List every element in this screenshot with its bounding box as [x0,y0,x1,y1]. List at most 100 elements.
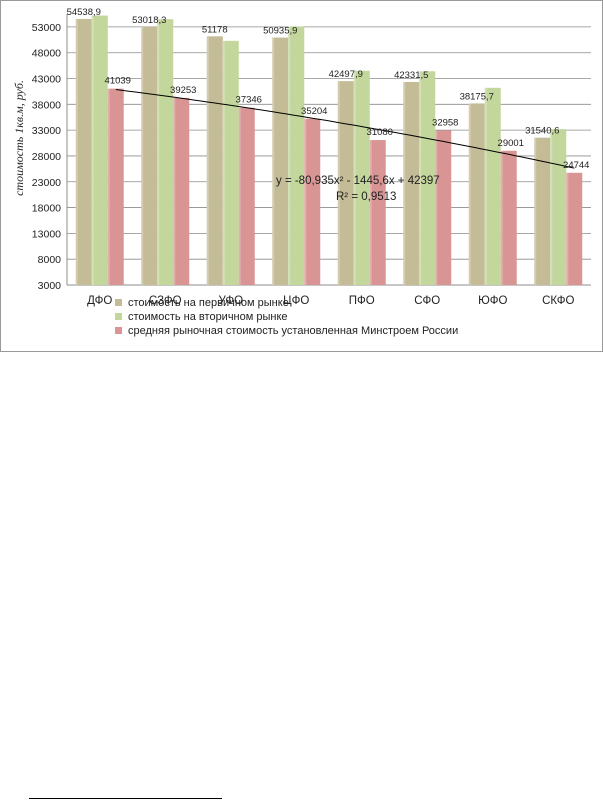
bar-2 [157,19,174,286]
bar-highlight [534,137,537,285]
bar-1 [337,81,354,285]
trendline-equation: y = -80,935x² - 1445,6x + 42397 [276,175,440,187]
data-label: 39253 [170,85,196,96]
data-label: 29001 [498,138,524,149]
y-tick-label: 38000 [32,99,61,111]
chart-frame: 3000 8000 13000 18000 23000 28000 33000 38000 43… [0,0,603,352]
bar-3 [369,140,386,285]
category-label: СКФО [542,295,574,307]
data-label: 53018,3 [132,15,166,26]
bar-3 [566,172,583,285]
category-label: ЮФО [478,295,507,307]
data-label: 32958 [432,117,458,128]
legend-entry: средняя рыночная стоимость установленная… [128,325,458,337]
trendline [115,89,575,169]
bar-highlight [419,71,422,285]
category-label: ЦФО [283,295,309,307]
legend-swatch [115,327,122,334]
bar-highlight [157,19,160,286]
bar-highlight [238,107,241,285]
data-label: 31540,6 [525,126,559,137]
y-tick-label: 13000 [32,228,61,240]
bar-highlight [91,15,94,285]
bar-highlight [206,36,209,285]
bar-3 [304,118,321,285]
bar-3 [107,88,124,285]
legend-swatch [115,299,122,306]
bar-highlight [353,70,356,286]
bar-2 [484,87,501,285]
data-label: 50935,9 [263,26,297,37]
bar-3 [500,150,517,285]
bar-highlight [337,81,340,285]
bar-highlight [566,172,569,285]
legend-entry: стоимость на вторичном рынке [128,311,288,323]
bar-highlight [272,37,275,285]
legend: стоимость на первичном рынке стоимость на… [115,297,458,337]
category-label: УФО [218,295,243,307]
legend-entry: стоимость на первичном рынке [128,297,289,309]
data-label: 37346 [236,95,262,106]
bar-1 [141,26,158,285]
bar-highlight [75,18,78,285]
y-axis-label: стоимость 1кв.м, руб. [12,80,26,196]
y-tick-label: 18000 [32,203,61,215]
bar-2 [288,26,305,285]
bar-2 [353,70,370,286]
bar-3 [435,130,452,285]
bar-1 [468,103,485,285]
bar-chart: 3000 8000 13000 18000 23000 28000 33000 38000 43… [12,7,591,337]
bars [75,15,583,286]
bar-highlight [435,130,438,285]
bar-highlight [304,118,307,285]
bar-2 [222,40,239,285]
bar-1 [206,36,223,285]
bar-highlight [500,150,503,285]
bar-2 [550,129,567,285]
y-tick-label: 48000 [32,48,61,60]
category-label: ДФО [87,295,112,307]
bar-highlight [369,140,372,285]
category-label: СФО [414,295,440,307]
bar-3 [238,107,255,285]
bar-highlight [468,103,471,285]
data-label: 42497,9 [329,69,363,80]
y-tick-label: 33000 [32,125,61,137]
bar-highlight [550,129,553,285]
bar-highlight [403,81,406,285]
data-label: 54538,9 [67,7,101,18]
bar-3 [173,97,190,285]
data-label: 41039 [105,76,131,87]
bar-highlight [107,88,110,285]
data-label: 31080 [367,127,393,138]
trendline-curve [115,89,575,169]
bar-2 [91,15,108,285]
y-tick-label: 28000 [32,151,61,163]
category-label: ПФО [349,295,375,307]
bar-2 [419,71,436,285]
bar-1 [403,81,420,285]
category-label: СЗФО [149,295,182,307]
bar-highlight [141,26,144,285]
bar-highlight [222,40,225,285]
data-labels: 54538,9 41039 53018,3 39253 51178 37346 50935,… [67,7,590,171]
footnote-separator [29,798,222,799]
data-label: 42331,5 [394,70,428,81]
y-tick-label: 23000 [32,177,61,189]
data-label: 35204 [301,106,327,117]
y-tick-label: 8000 [38,254,62,266]
legend-swatch [115,313,122,320]
y-tick-label: 3000 [38,280,62,292]
bar-1 [272,37,289,285]
y-tick-label: 53000 [32,22,61,34]
y-axis-ticks: 3000 8000 13000 18000 23000 28000 33000 38000 43… [32,22,61,292]
bar-highlight [288,26,291,285]
data-label: 24744 [563,160,589,171]
trendline-r2: R² = 0,9513 [336,191,396,203]
data-label: 38175,7 [460,91,494,102]
x-axis-categories: ДФО СЗФО УФО ЦФО ПФО СФО ЮФО СКФО [87,295,574,307]
data-label: 51178 [202,24,228,35]
bar-highlight [484,87,487,285]
y-tick-label: 43000 [32,74,61,86]
bar-highlight [173,97,176,285]
